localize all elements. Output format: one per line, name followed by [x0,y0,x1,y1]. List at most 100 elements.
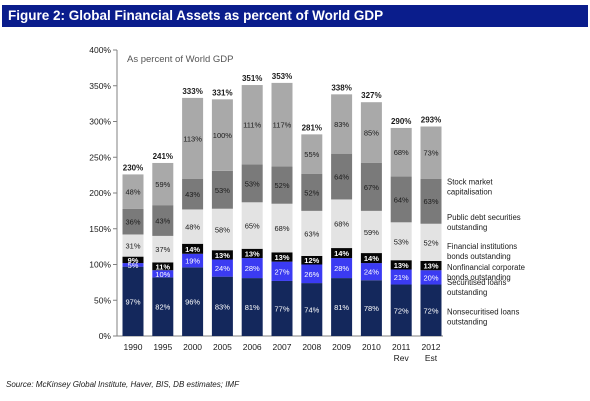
data-label: 77% [274,304,289,313]
data-label: 21% [394,273,409,282]
data-label: 14% [334,249,349,258]
y-tick-label: 350% [89,81,111,91]
source-note: Source: McKinsey Global Institute, Haver… [6,380,239,389]
figure-title: Figure 2: Global Financial Assets as per… [2,5,588,27]
bar-segment [152,205,174,236]
data-label: 63% [304,229,319,238]
data-label: 52% [423,238,438,247]
data-label: 9% [128,256,139,265]
x-tick-label: 1990 [124,342,143,352]
bar-segment [182,209,204,244]
bar-segment [182,267,204,336]
x-tick-label: 2000 [183,342,202,352]
bar-segment [211,170,233,209]
bar-segment [122,266,144,336]
bar-segment [420,270,442,285]
bar-segment [360,253,382,264]
bar-segment [182,253,204,268]
x-tick-label: 2007 [273,342,292,352]
total-label: 351% [242,74,262,83]
bar-segment [420,284,442,336]
data-label: 100% [213,131,233,140]
data-label: 111% [243,121,261,130]
bar-segment [241,258,263,279]
bar-segment [241,248,263,259]
data-label: 13% [394,261,409,270]
bar-segment [271,203,293,253]
data-label: 10% [155,270,170,279]
legend-entry: Nonsecuritised loans [447,308,519,317]
total-label: 293% [421,116,441,125]
y-tick-label: 100% [89,260,111,270]
bar-segment [122,256,144,264]
x-tick-label: 2005 [213,342,232,352]
bar-segment [420,260,442,271]
total-label: 281% [302,123,322,132]
legend-entry: capitalisation [447,187,492,196]
data-label: 24% [364,268,379,277]
data-label: 81% [245,303,260,312]
data-label: 85% [364,129,379,138]
data-label: 12% [304,256,319,265]
bar-segment [152,277,174,336]
bar-segment [360,210,382,254]
data-label: 64% [334,173,349,182]
total-label: 353% [272,72,292,81]
data-label: 73% [423,149,438,158]
bar-segment [331,94,353,154]
bar-segment [301,283,323,336]
x-tick-label: 2008 [302,342,321,352]
data-label: 53% [215,186,230,195]
data-label: 81% [334,303,349,312]
data-label: 55% [304,150,319,159]
data-label: 64% [394,195,409,204]
data-label: 113% [183,134,202,143]
bar-segment [360,102,382,163]
bar-segment [152,270,174,278]
bar-segment [182,97,204,179]
data-label: 68% [274,224,289,233]
bar-segment [331,278,353,336]
bar-segment [271,261,293,281]
x-tick-label: 1995 [153,342,172,352]
bar-segment [390,222,412,261]
data-label: 48% [185,223,200,232]
bar-segment [331,248,353,259]
bar-segment [152,162,174,206]
data-label: 68% [394,148,409,157]
total-label: 230% [123,163,143,172]
bar-segment [241,278,263,336]
total-label: 331% [212,88,232,97]
data-label: 14% [185,245,200,254]
x-tick-label: 2011 [392,342,411,352]
data-label: 20% [423,273,438,282]
y-tick-label: 150% [89,224,111,234]
data-label: 13% [423,262,438,271]
bar-segment [182,243,204,254]
data-label: 28% [334,264,349,273]
y-tick-label: 250% [89,152,111,162]
total-label: 290% [391,117,411,126]
data-label: 11% [155,262,170,271]
data-label: 82% [155,303,170,312]
x-tick-label: 2012 [422,342,441,352]
data-label: 72% [394,306,409,315]
bar-segment [122,174,144,209]
x-tick-label: 2010 [362,342,381,352]
data-label: 53% [245,179,260,188]
data-label: 43% [155,217,170,226]
data-label: 13% [274,253,289,262]
bar-segment [211,99,233,171]
bar-segment [122,234,144,257]
bar-segment [152,235,174,263]
data-label: 58% [215,225,230,234]
data-label: 13% [245,249,260,258]
data-label: 27% [274,267,289,276]
bar-segment [390,269,412,285]
data-label: 72% [423,306,438,315]
y-tick-label: 50% [94,295,111,305]
legend-entry: outstanding [447,318,487,327]
y-tick-label: 0% [99,331,112,341]
data-label: 43% [185,190,200,199]
bar-segment [360,263,382,281]
